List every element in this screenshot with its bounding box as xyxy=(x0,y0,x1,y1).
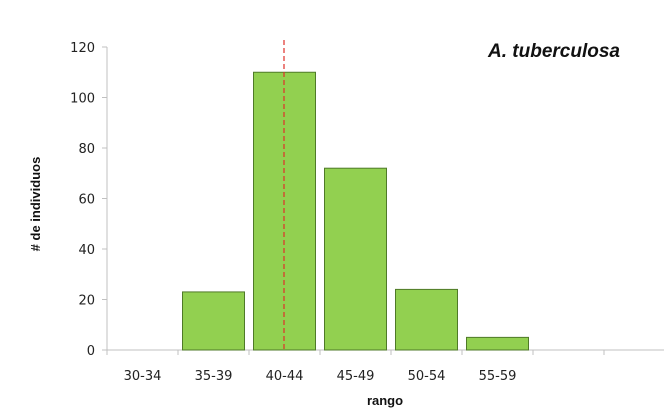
bar-50-54 xyxy=(395,288,458,351)
bar-55-59 xyxy=(466,336,529,351)
y-tick-label: 0 xyxy=(87,344,95,359)
bars xyxy=(182,71,529,351)
x-axis-title: rango xyxy=(367,393,403,408)
y-tick-label: 40 xyxy=(78,243,95,258)
bar-35-39 xyxy=(182,291,245,351)
y-tick-label: 100 xyxy=(70,92,95,107)
x-tick-label: 45-49 xyxy=(337,369,375,384)
y-axis-title: # de individuos xyxy=(28,157,43,252)
y-tick-label: 20 xyxy=(78,294,95,309)
x-tick-label: 30-34 xyxy=(124,369,162,384)
y-tick-labels: 0 20 40 60 80 100 120 xyxy=(70,41,95,359)
x-tick-label: 50-54 xyxy=(408,369,446,384)
x-tick-labels: 30-34 35-39 40-44 45-49 50-54 55-59 xyxy=(124,369,517,384)
chart-title: A. tuberculosa xyxy=(487,41,620,62)
y-tick-label: 120 xyxy=(70,41,95,56)
y-tick-label: 80 xyxy=(78,142,95,157)
bar-45-49 xyxy=(324,167,387,351)
x-tick-label: 55-59 xyxy=(479,369,517,384)
x-tick-label: 40-44 xyxy=(266,369,304,384)
x-tick-label: 35-39 xyxy=(195,369,233,384)
y-tick-label: 60 xyxy=(78,193,95,208)
